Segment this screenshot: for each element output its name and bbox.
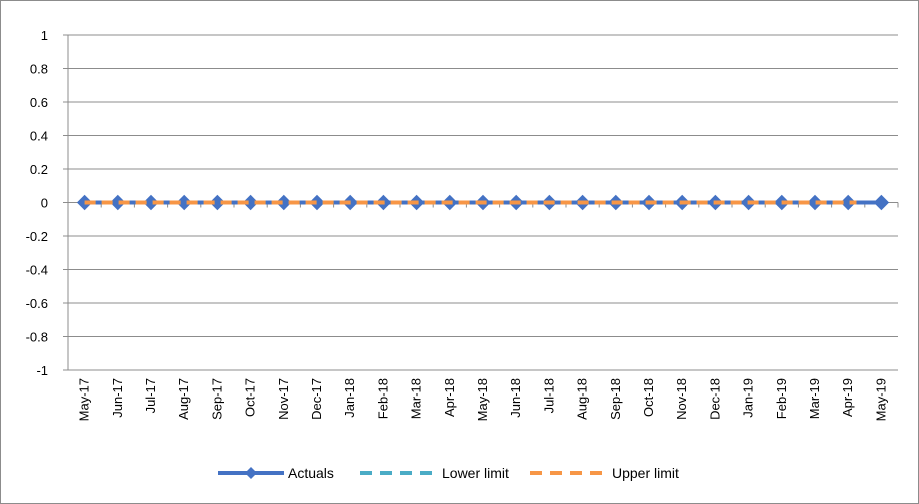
x-tick-label: Sep-18	[608, 378, 623, 420]
legend-label: Upper limit	[612, 465, 679, 481]
x-tick-label: Jul-17	[143, 378, 158, 413]
legend-swatch-marker	[245, 467, 257, 479]
actuals-point	[209, 194, 226, 211]
y-tick-label: 0.4	[30, 129, 48, 144]
y-tick-label: 0.2	[30, 162, 48, 177]
x-tick-label: Oct-18	[641, 378, 656, 417]
y-tick-label: 0.8	[30, 62, 48, 77]
x-tick-label: Aug-18	[575, 378, 590, 420]
x-tick-label: Mar-18	[409, 378, 424, 419]
x-tick-label: Jun-18	[508, 378, 523, 418]
actuals-point	[840, 194, 856, 211]
x-tick-label: Dec-18	[707, 378, 722, 420]
y-tick-label: -1	[36, 363, 48, 378]
x-tick-label: Jul-18	[541, 378, 556, 413]
legend-item: Upper limit	[530, 465, 679, 481]
x-tick-label: Jan-19	[741, 378, 756, 418]
x-tick-label: Apr-18	[442, 378, 457, 417]
x-tick-label: Aug-17	[176, 378, 191, 420]
x-tick-label: Apr-19	[840, 378, 855, 417]
y-tick-label: -0.8	[26, 330, 48, 345]
series-layer	[76, 194, 890, 211]
x-tick-labels: May-17 Jun-17 Jul-17 Aug-17 Sep-17 Oct-17 Nov-…	[77, 378, 889, 421]
x-tick-label: Mar-19	[807, 378, 822, 419]
gridlines	[68, 34, 898, 371]
actuals-point	[176, 194, 192, 211]
y-tick-label: -0.6	[26, 296, 48, 311]
legend-item: Lower limit	[360, 465, 509, 481]
actuals-point	[276, 194, 292, 211]
y-tick-labels: 1 0.8 0.6 0.4 0.2 0 -0.2 -0.4 -0.6 -0.8 -1	[26, 28, 48, 378]
x-tick-label: Feb-19	[774, 378, 789, 419]
x-tick-label: Nov-18	[674, 378, 689, 420]
legend-label: Lower limit	[442, 465, 509, 481]
actuals-point	[143, 194, 159, 211]
y-tick-label: 0	[41, 196, 48, 211]
x-tick-label: Dec-17	[309, 378, 324, 420]
y-tick-label: 1	[41, 28, 48, 43]
y-tick-label: -0.4	[26, 263, 48, 278]
actuals-point	[873, 194, 890, 211]
x-tick-label: Jan-18	[342, 378, 357, 418]
actuals-point	[807, 194, 823, 211]
x-tick-label: Oct-17	[243, 378, 258, 417]
legend-label: Actuals	[288, 465, 334, 481]
x-tick-label: May-19	[873, 378, 888, 421]
actuals-point	[110, 194, 126, 211]
x-tick-label: May-18	[475, 378, 490, 421]
x-tick-label: Sep-17	[209, 378, 224, 420]
x-tick-label: Nov-17	[276, 378, 291, 420]
y-tick-label: 0.6	[30, 95, 48, 110]
x-tick-label: Jun-17	[110, 378, 125, 418]
x-tick-label: Feb-18	[375, 378, 390, 419]
y-tick-label: -0.2	[26, 229, 48, 244]
actuals-point	[309, 194, 325, 211]
actuals-point	[242, 194, 259, 211]
legend: Actuals Lower limit Upper limit	[218, 465, 679, 481]
legend-item: Actuals	[218, 465, 334, 481]
x-tick-label: May-17	[77, 378, 92, 421]
